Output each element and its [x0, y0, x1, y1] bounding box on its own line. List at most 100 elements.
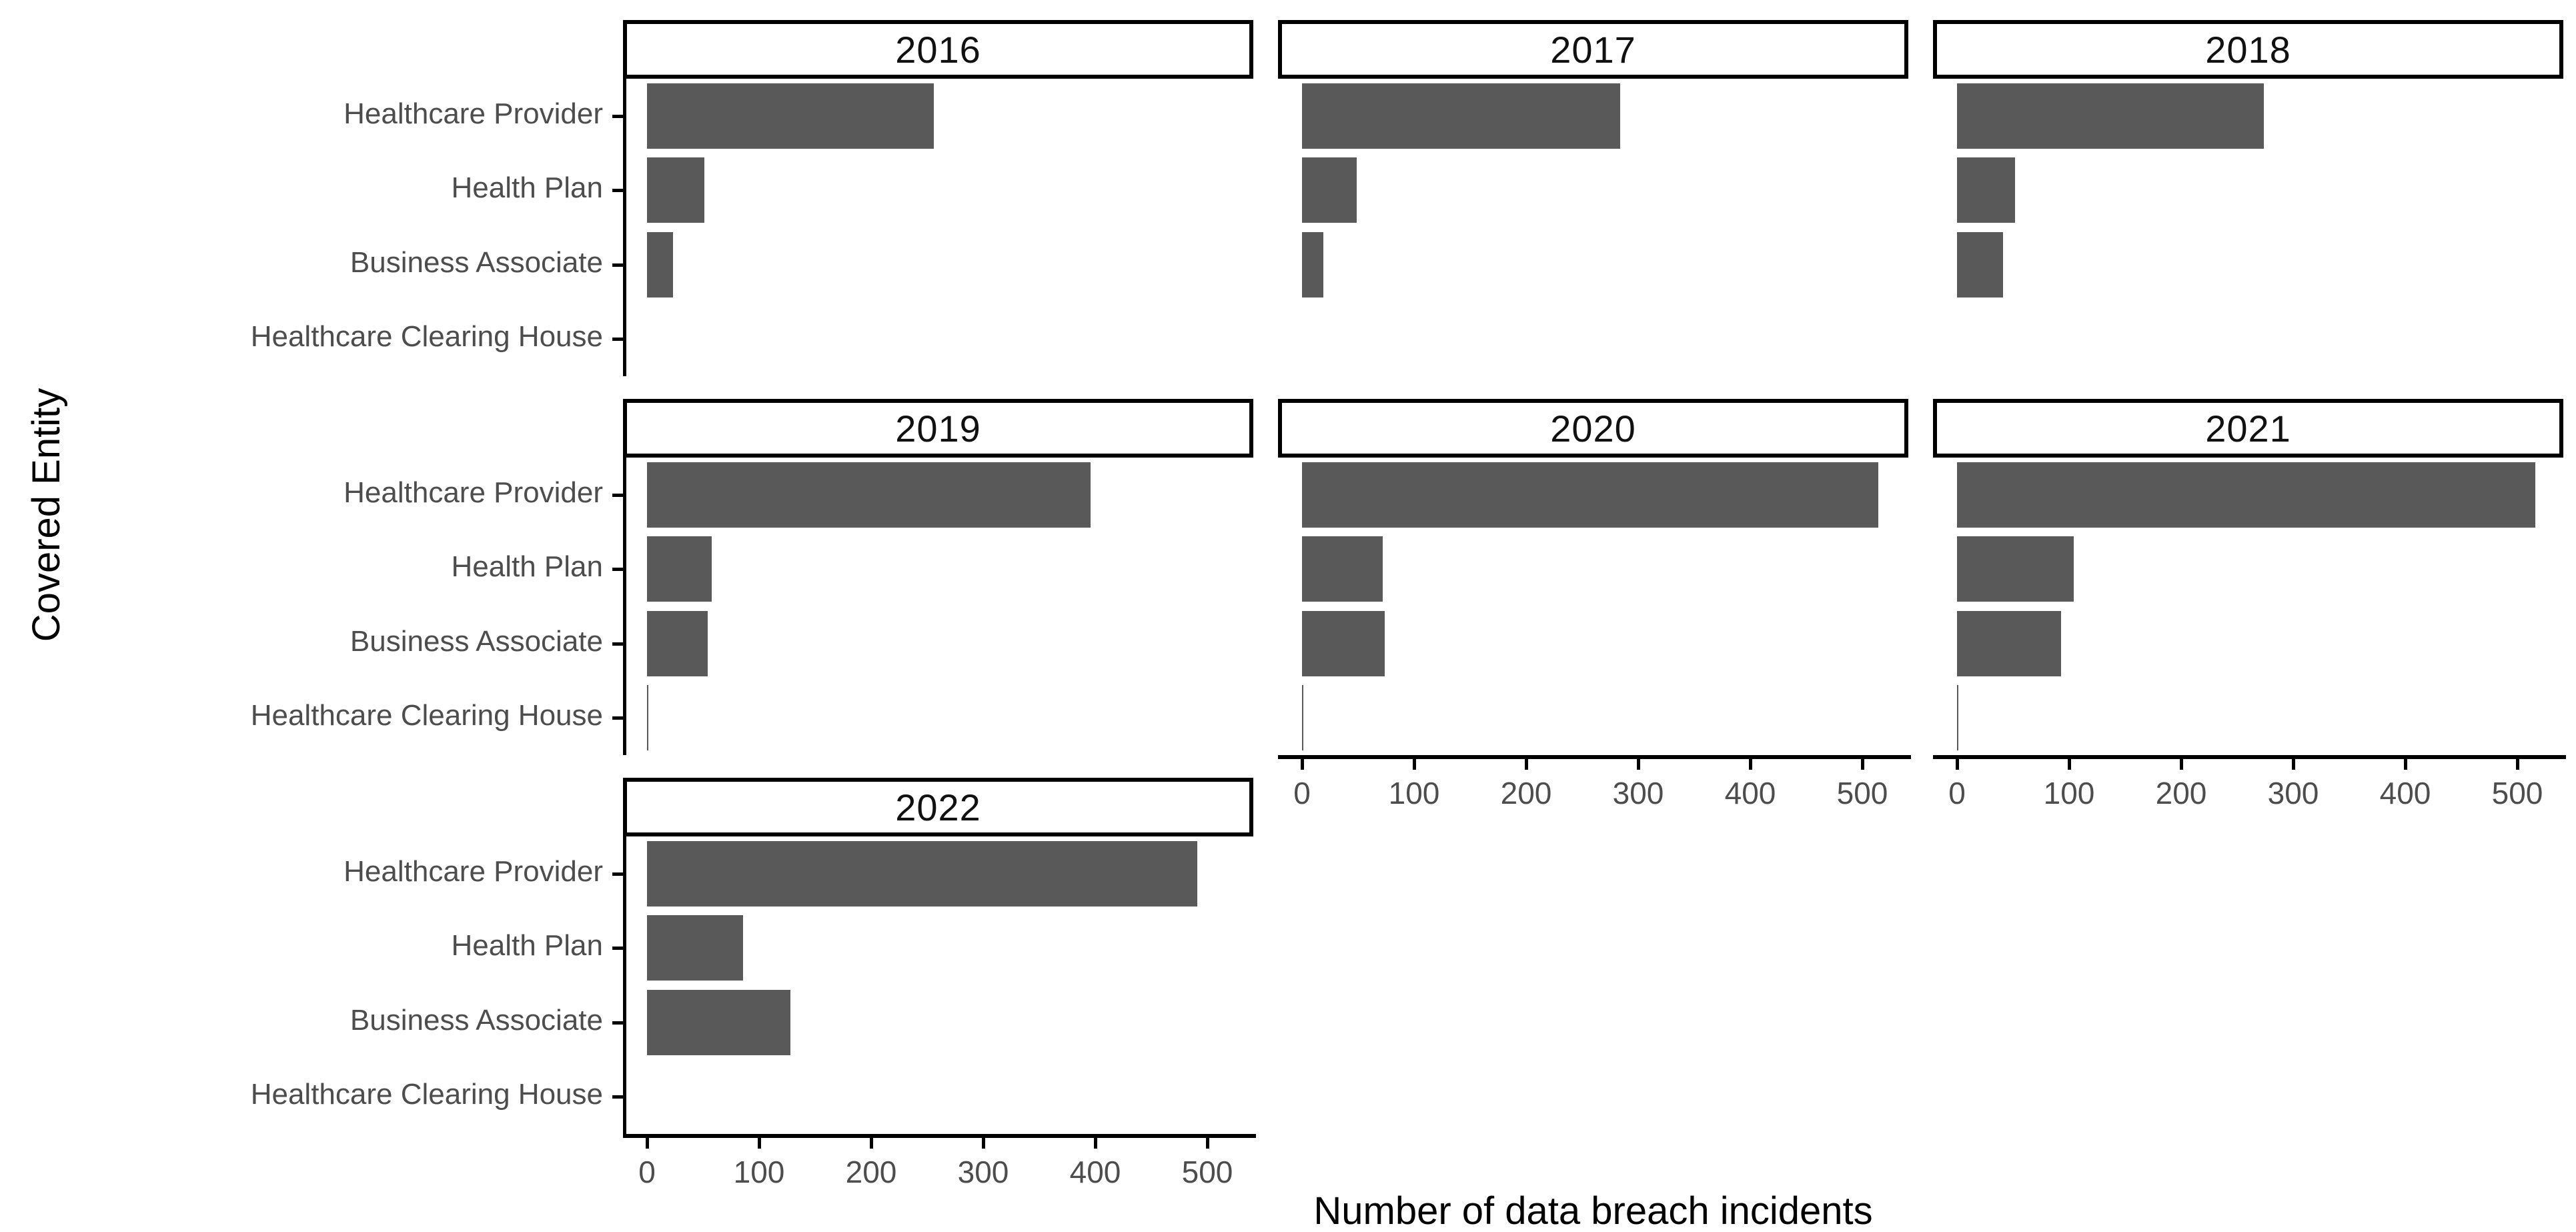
facet-strip-label: 2022 — [895, 786, 981, 828]
bar-health-plan — [1957, 157, 2016, 223]
bar-health-plan — [1302, 536, 1383, 602]
facet-strip-label: 2018 — [2205, 28, 2291, 71]
x-tick-label: 100 — [1388, 776, 1440, 810]
facet-strip-2020: 2020 — [1278, 399, 1908, 458]
x-tick-label: 300 — [957, 1155, 1009, 1189]
bar-healthcare-provider — [647, 840, 1197, 906]
category-label-business-associate: Business Associate — [350, 245, 603, 279]
x-tick-label: 300 — [2267, 776, 2319, 810]
bar-business-associate — [1302, 231, 1323, 297]
bar-business-associate — [647, 231, 673, 297]
category-label-healthcare-provider: Healthcare Provider — [344, 97, 603, 130]
x-tick — [870, 1138, 873, 1149]
facet-strip-2022: 2022 — [623, 778, 1253, 836]
x-tick — [1749, 759, 1752, 770]
x-tick — [2292, 759, 2295, 770]
facet-strip-2016: 2016 — [623, 20, 1253, 79]
x-tick-label: 500 — [2491, 776, 2543, 810]
category-label-healthcare-provider: Healthcare Provider — [344, 854, 603, 888]
facet-strip-2017: 2017 — [1278, 20, 1908, 79]
bar-healthcare-provider — [1302, 83, 1621, 149]
x-tick-label: 400 — [2379, 776, 2431, 810]
bar-business-associate — [1957, 610, 2062, 676]
x-tick — [2068, 759, 2071, 770]
y-tick — [612, 1021, 623, 1025]
bar-healthcare-provider — [647, 462, 1091, 528]
facet-panel-2021 — [1933, 458, 2563, 755]
x-tick — [758, 1138, 761, 1149]
x-tick-label: 500 — [1181, 1155, 1233, 1189]
bar-health-plan — [647, 536, 712, 602]
y-axis-line — [623, 458, 626, 755]
y-tick — [612, 872, 623, 876]
x-tick-label: 400 — [1069, 1155, 1121, 1189]
x-tick-label: 400 — [1724, 776, 1776, 810]
x-tick — [1956, 759, 1959, 770]
bar-business-associate — [1302, 610, 1385, 676]
bar-health-plan — [647, 915, 744, 981]
category-label-healthcare-provider: Healthcare Provider — [344, 476, 603, 509]
bar-business-associate — [647, 989, 791, 1055]
facet-panel-2016 — [623, 79, 1253, 376]
y-tick — [612, 568, 623, 572]
bar-healthcare-clearing-house — [1957, 685, 1958, 751]
x-tick-label: 300 — [1612, 776, 1664, 810]
category-label-healthcare-clearing-house: Healthcare Clearing House — [250, 320, 603, 354]
x-tick — [2180, 759, 2183, 770]
x-tick-label: 100 — [2043, 776, 2095, 810]
bar-health-plan — [647, 157, 704, 223]
facet-panel-2022 — [623, 836, 1253, 1134]
x-tick-label: 0 — [1293, 776, 1311, 810]
y-tick — [612, 338, 623, 342]
bar-healthcare-provider — [1957, 462, 2535, 528]
x-tick-label: 100 — [733, 1155, 785, 1189]
x-tick — [2516, 759, 2519, 770]
x-tick — [1637, 759, 1640, 770]
category-label-business-associate: Business Associate — [350, 624, 603, 658]
facet-strip-label: 2016 — [895, 28, 981, 71]
facet-strip-label: 2019 — [895, 407, 981, 450]
x-tick-label: 200 — [1500, 776, 1552, 810]
bar-healthcare-clearing-house — [1302, 685, 1303, 751]
bar-health-plan — [1302, 157, 1357, 223]
x-tick — [646, 1138, 649, 1149]
bar-healthcare-clearing-house — [647, 685, 648, 751]
y-axis-title: Covered Entity — [25, 388, 68, 642]
category-label-health-plan: Health Plan — [451, 171, 603, 205]
category-label-business-associate: Business Associate — [350, 1003, 603, 1037]
y-tick — [612, 1095, 623, 1099]
category-label-healthcare-clearing-house: Healthcare Clearing House — [250, 1078, 603, 1111]
x-tick — [1301, 759, 1304, 770]
x-axis-line — [623, 1134, 1256, 1138]
y-tick — [612, 263, 623, 267]
x-tick-label: 200 — [2155, 776, 2207, 810]
y-tick — [612, 493, 623, 497]
bar-healthcare-provider — [647, 83, 934, 149]
bar-healthcare-provider — [1302, 462, 1878, 528]
bar-business-associate — [1957, 231, 2003, 297]
x-tick — [1525, 759, 1528, 770]
x-tick — [2404, 759, 2407, 770]
y-tick — [612, 642, 623, 646]
y-axis-line — [623, 79, 626, 376]
x-tick — [1413, 759, 1416, 770]
x-tick — [982, 1138, 985, 1149]
x-tick-label: 0 — [638, 1155, 656, 1189]
x-axis-title: Number of data breach incidents — [1313, 1189, 1873, 1232]
facet-strip-label: 2021 — [2205, 407, 2291, 450]
x-axis-line — [1933, 755, 2566, 759]
x-tick-label: 0 — [1948, 776, 1966, 810]
y-axis-line — [623, 836, 626, 1134]
facet-strip-label: 2020 — [1550, 407, 1636, 450]
x-tick-label: 500 — [1836, 776, 1888, 810]
category-label-healthcare-clearing-house: Healthcare Clearing House — [250, 699, 603, 732]
bar-healthcare-provider — [1957, 83, 2265, 149]
x-tick — [1094, 1138, 1097, 1149]
facet-panel-2018 — [1933, 79, 2563, 376]
facet-strip-label: 2017 — [1550, 28, 1636, 71]
x-tick — [1861, 759, 1864, 770]
y-tick — [612, 189, 623, 193]
facet-strip-2019: 2019 — [623, 399, 1253, 458]
x-tick-label: 200 — [845, 1155, 897, 1189]
